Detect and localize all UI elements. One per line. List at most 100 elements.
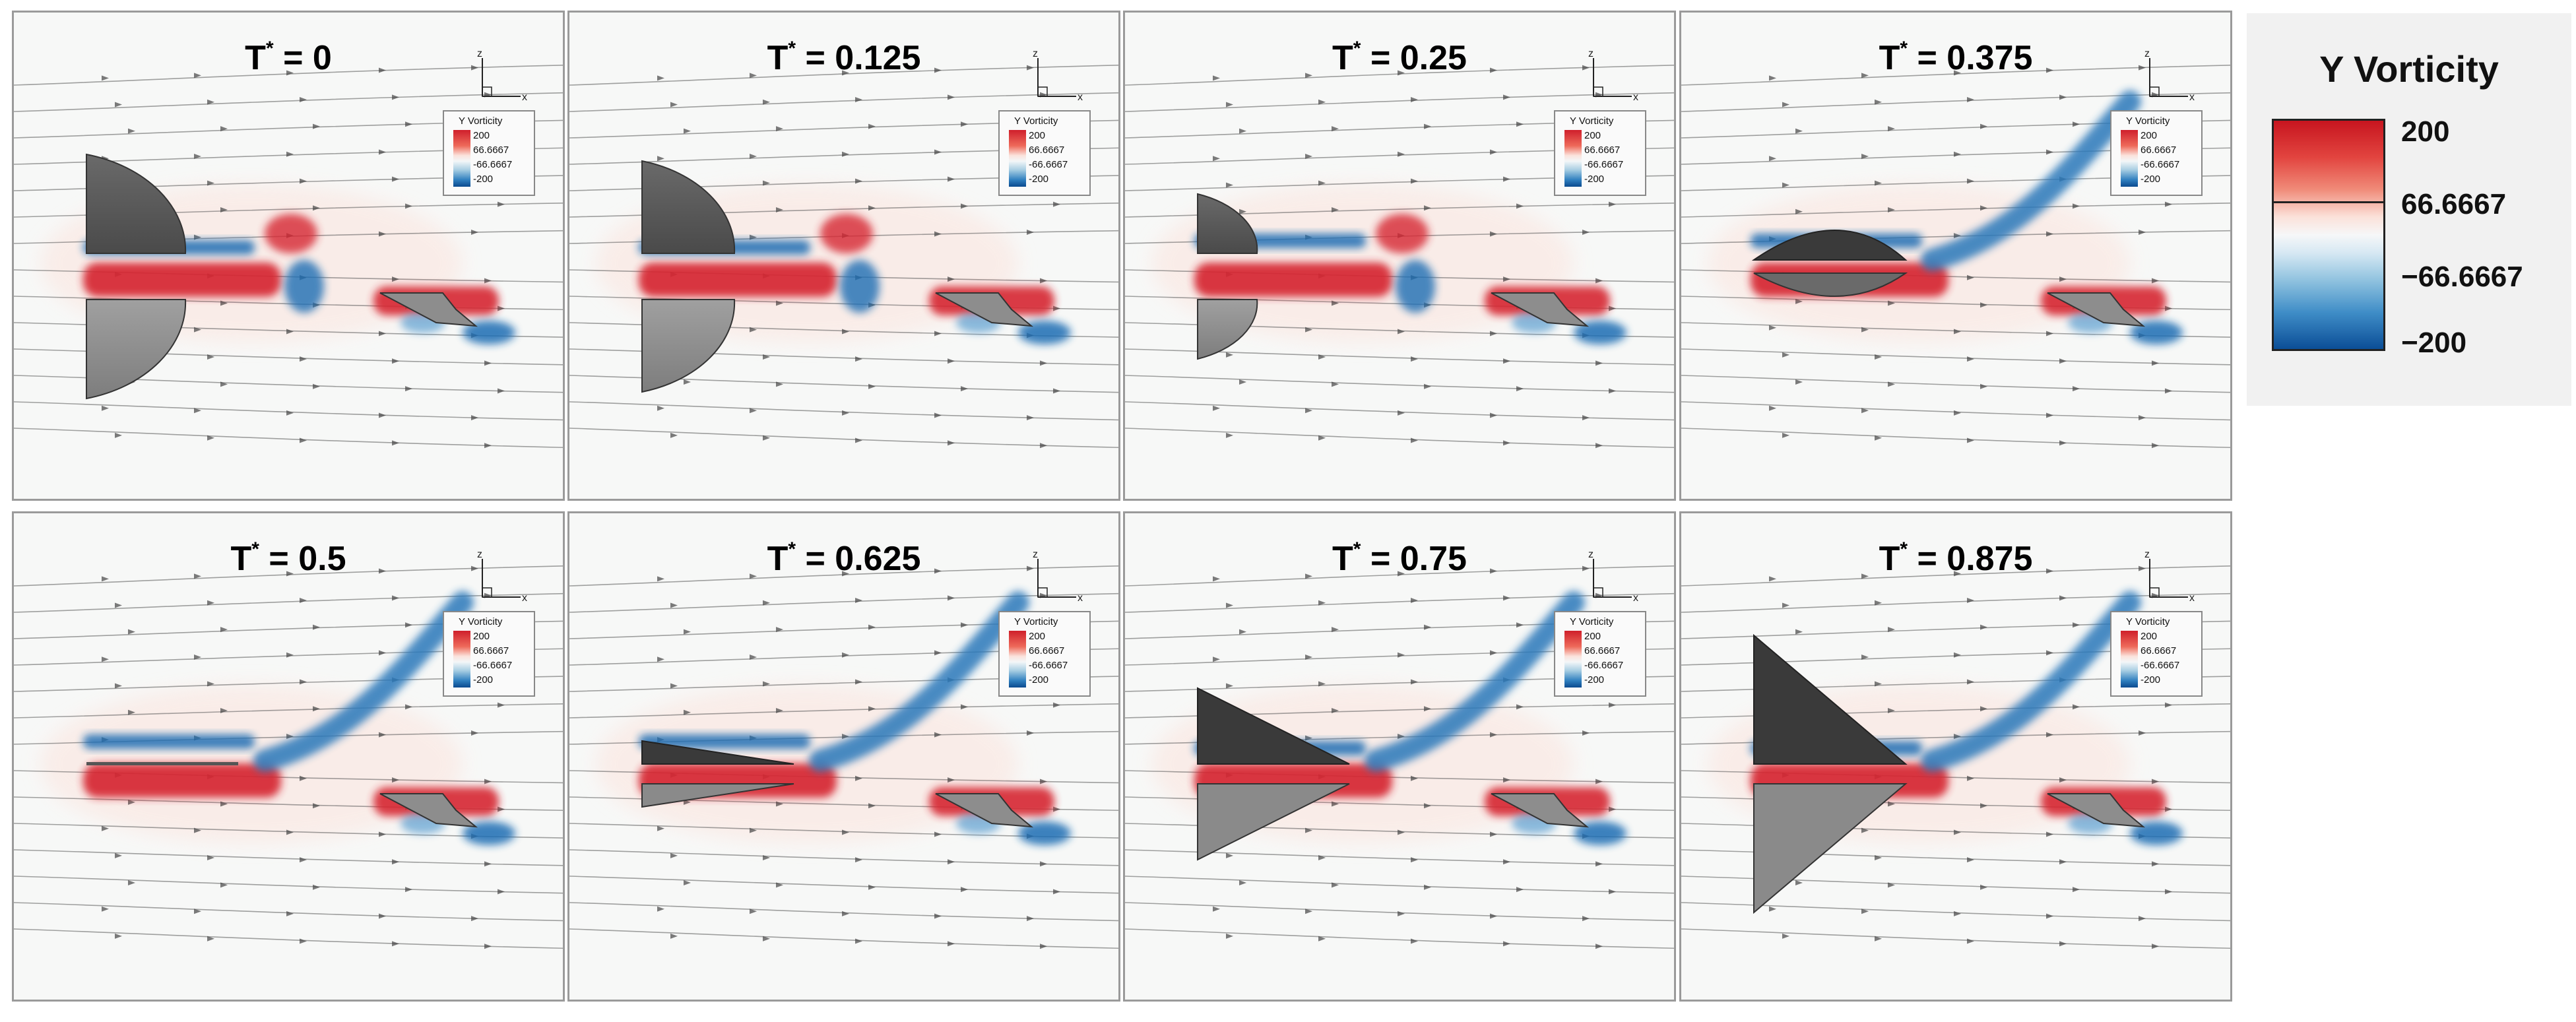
- legend-label-66: 66.6667: [2401, 188, 2507, 220]
- streamline-arrow-icon: [1769, 156, 1776, 162]
- streamline-arrow-icon: [392, 440, 399, 446]
- time-star: *: [1900, 538, 1908, 560]
- streamline-arrow-icon: [1609, 806, 1616, 812]
- wing-shape-icon: [1751, 230, 1908, 297]
- streamline-arrow-icon: [868, 383, 876, 389]
- streamline-arrow-icon: [2152, 779, 2159, 784]
- streamline-arrow-icon: [207, 354, 214, 360]
- streamline: [1681, 203, 2230, 218]
- mini-legend-label: -200: [2141, 674, 2161, 686]
- streamline-arrow-icon: [1053, 806, 1060, 812]
- streamline-arrow-icon: [1305, 735, 1312, 741]
- streamline-arrow-icon: [498, 201, 505, 207]
- axis-z-label: z: [2144, 550, 2150, 560]
- streamline: [569, 322, 1118, 338]
- streamline-arrow-icon: [1411, 437, 1418, 443]
- wing-shape-icon: [1197, 687, 1350, 861]
- time-value: = 0.25: [1370, 39, 1467, 77]
- axis-z-label: z: [1033, 49, 1038, 59]
- streamline-arrow-icon: [1226, 432, 1233, 438]
- mini-colorbar: [2121, 631, 2138, 687]
- streamline-arrow-icon: [405, 121, 412, 127]
- mini-legend-label: -66.6667: [1584, 159, 1624, 170]
- mini-legend-label: 66.6667: [2141, 144, 2177, 156]
- streamline-arrow-icon: [750, 655, 757, 660]
- streamline-arrow-icon: [855, 938, 862, 944]
- wing-shape-icon: [641, 160, 736, 393]
- streamline-arrow-icon: [1305, 154, 1312, 160]
- streamline-arrow-icon: [300, 178, 307, 184]
- streamline: [1125, 428, 1674, 449]
- streamline-arrow-icon: [313, 624, 320, 630]
- vorticity-field: [14, 65, 563, 449]
- wing-shape-icon: [86, 153, 187, 400]
- streamline: [569, 902, 1118, 922]
- flow-panel: T* = 0.75 z x Y Vorticity 200 66.6667 -66.6…: [1123, 511, 1676, 1002]
- streamline: [1125, 92, 1674, 112]
- streamline-arrow-icon: [1503, 440, 1510, 446]
- streamline-arrow-icon: [1213, 75, 1220, 81]
- axis-x-label: x: [1633, 92, 1638, 102]
- streamline: [569, 849, 1118, 866]
- streamline: [14, 401, 563, 421]
- streamline-arrow-icon: [1782, 432, 1789, 438]
- streamline-arrow-icon: [1582, 916, 1590, 922]
- streamline-arrow-icon: [405, 386, 412, 392]
- streamline-arrow-icon: [286, 571, 294, 577]
- mini-legend-label: 66.6667: [1029, 645, 1065, 656]
- streamline-arrow-icon: [1027, 230, 1034, 236]
- streamline-arrow-icon: [776, 707, 783, 713]
- streamline-arrow-icon: [1040, 278, 1047, 284]
- streamline-arrow-icon: [1875, 354, 1882, 360]
- streamline-arrow-icon: [1595, 443, 1603, 449]
- mini-legend: Y Vorticity 200 66.6667 -66.6667 -200: [1554, 611, 1646, 697]
- streamline-arrow-icon: [1875, 435, 1882, 441]
- streamline-arrow-icon: [2165, 201, 2172, 207]
- streamline-arrow-icon: [763, 99, 770, 105]
- streamline-arrow-icon: [1398, 70, 1405, 76]
- mini-legend-label: -66.6667: [2141, 159, 2180, 170]
- streamline-arrow-icon: [1503, 777, 1510, 783]
- streamline-arrow-icon: [1888, 207, 1895, 212]
- streamline-arrow-icon: [868, 803, 876, 809]
- streamline-arrow-icon: [1490, 913, 1497, 919]
- streamline-arrow-icon: [1305, 73, 1312, 79]
- streamline-arrow-icon: [300, 598, 307, 604]
- streamline: [1125, 565, 1674, 587]
- streamline-arrow-icon: [194, 408, 201, 414]
- streamline-arrow-icon: [1411, 857, 1418, 863]
- streamline-arrow-icon: [684, 709, 691, 715]
- streamline-arrow-icon: [286, 910, 294, 916]
- streamline-arrow-icon: [102, 75, 109, 81]
- streamline-arrow-icon: [379, 149, 386, 155]
- streamline-arrow-icon: [1967, 679, 1974, 685]
- mini-legend-title: Y Vorticity: [1014, 616, 1058, 627]
- streamline-arrow-icon: [392, 859, 399, 865]
- vorticity-field: [1125, 565, 1674, 949]
- mini-legend-label: -200: [1584, 674, 1605, 686]
- legend-label-neg200: −200: [2401, 327, 2467, 359]
- streamline-arrow-icon: [1795, 629, 1803, 635]
- streamline-arrow-icon: [1040, 443, 1047, 449]
- streamline-arrow-icon: [1332, 801, 1339, 807]
- axis-z-label: z: [1588, 550, 1594, 560]
- streamline-arrow-icon: [1782, 352, 1789, 358]
- mini-legend-label: -66.6667: [1584, 660, 1624, 671]
- streamline-arrow-icon: [392, 595, 399, 601]
- streamline-arrow-icon: [1888, 801, 1895, 807]
- time-value: = 0.375: [1917, 39, 2033, 77]
- airfoil-body-icon: [1491, 793, 1590, 828]
- streamline-arrow-icon: [313, 205, 320, 211]
- time-symbol: T: [1879, 540, 1900, 578]
- streamline-arrow-icon: [1782, 102, 1789, 108]
- streamline: [1125, 876, 1674, 894]
- streamline-arrow-icon: [855, 679, 862, 685]
- streamline-arrow-icon: [1888, 707, 1895, 713]
- vorticity-field: [569, 565, 1118, 949]
- time-symbol: T: [767, 540, 789, 578]
- mini-colorbar: [1564, 631, 1582, 687]
- streamline-arrow-icon: [1954, 70, 1961, 76]
- streamline-arrow-icon: [220, 882, 228, 888]
- streamline-arrow-icon: [657, 405, 664, 411]
- streamline-arrow-icon: [379, 732, 386, 738]
